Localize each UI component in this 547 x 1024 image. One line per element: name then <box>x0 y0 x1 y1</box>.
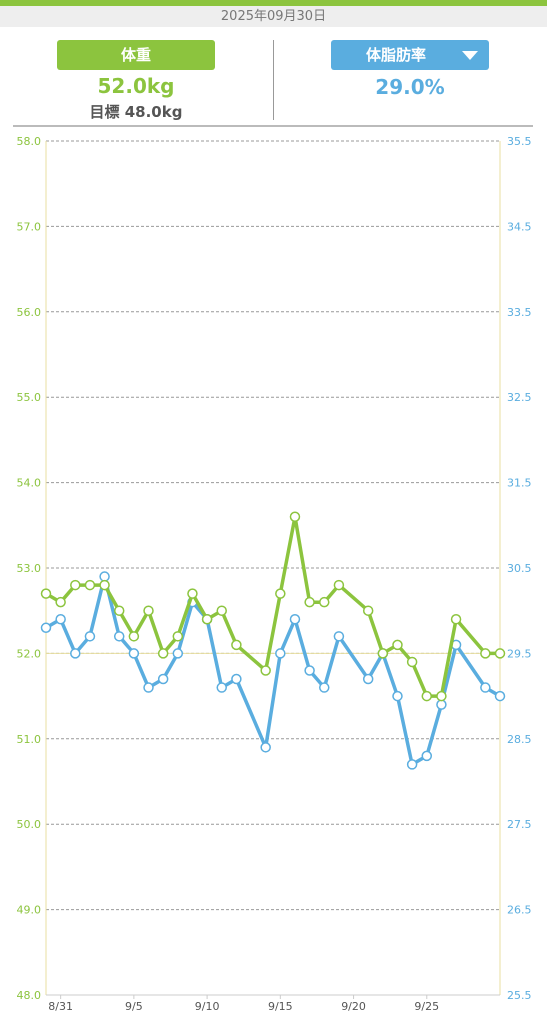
x-tick-label: 8/31 <box>48 1000 73 1013</box>
bodyfat-dropdown-label: 体脂肪率 <box>365 46 426 64</box>
weight-data-point <box>480 648 491 659</box>
weight-data-point <box>172 631 184 642</box>
bodyfat-data-point <box>99 571 110 582</box>
weight-data-point <box>392 639 403 651</box>
y-right-tick-label: 35.5 <box>507 135 532 148</box>
weight-bodyfat-line-chart: 48.0 25.5 49.0 26.5 50.0 27.5 51.0 28.5 52.0 29.5… <box>17 135 532 1013</box>
weight-data-point <box>99 579 110 591</box>
y-left-tick-label: 56.0 <box>17 306 42 319</box>
bodyfat-data-point <box>333 631 345 642</box>
bodyfat-data-point <box>319 682 330 693</box>
weight-data-point <box>362 605 374 616</box>
y-left-tick-label: 53.0 <box>17 562 42 575</box>
weight-data-point <box>319 596 330 608</box>
bodyfat-data-point <box>172 648 184 659</box>
bodyfat-data-point <box>113 631 125 642</box>
weight-data-point <box>187 588 198 599</box>
bodyfat-data-point <box>494 690 506 702</box>
bodyfat-data-point <box>40 622 52 634</box>
weight-data-point <box>450 613 462 625</box>
y-left-tick-label: 48.0 <box>17 989 42 1002</box>
top-accent-bar <box>0 0 547 6</box>
bodyfat-data-point <box>421 750 433 762</box>
bodyfat-data-point <box>436 699 447 710</box>
y-right-tick-label: 34.5 <box>507 220 532 233</box>
weight-tab-button[interactable]: 体重 <box>57 40 215 70</box>
weight-data-point <box>216 605 227 616</box>
weight-data-point <box>260 665 271 676</box>
weight-data-point <box>113 605 125 616</box>
chart-separator <box>13 125 533 127</box>
x-tick-label: 9/20 <box>341 1000 366 1013</box>
weight-data-point <box>70 579 81 591</box>
bodyfat-data-point <box>70 648 81 659</box>
bodyfat-data-point <box>304 665 315 676</box>
bodyfat-data-point <box>231 673 242 685</box>
bodyfat-data-point <box>128 648 140 659</box>
y-left-tick-label: 55.0 <box>17 391 42 404</box>
weight-data-point <box>494 648 506 659</box>
caret-down-icon <box>462 51 478 60</box>
y-right-tick-label: 32.5 <box>507 391 532 404</box>
y-left-tick-label: 54.0 <box>17 477 42 490</box>
weight-data-point <box>143 605 154 616</box>
weight-series <box>40 511 506 702</box>
weight-data-point <box>84 579 96 591</box>
y-left-tick-label: 52.0 <box>17 647 42 660</box>
y-right-tick-label: 25.5 <box>507 989 532 1002</box>
y-right-tick-label: 33.5 <box>507 306 532 319</box>
y-left-tick-label: 51.0 <box>17 733 42 746</box>
weight-data-point <box>333 579 345 591</box>
x-tick-label: 9/15 <box>268 1000 293 1013</box>
bodyfat-data-point <box>260 742 271 753</box>
bodyfat-data-point <box>406 759 418 770</box>
summary-panel: 体重 52.0kg 目標 48.0kg 体脂肪率 29.0% <box>0 27 547 127</box>
weight-data-point <box>40 588 52 599</box>
bodyfat-data-point <box>216 682 227 693</box>
y-right-tick-label: 30.5 <box>507 562 532 575</box>
weight-data-point <box>406 656 418 668</box>
bodyfat-data-point <box>289 613 301 625</box>
weight-data-point <box>157 648 169 659</box>
y-left-tick-label: 49.0 <box>17 904 42 917</box>
y-right-tick-label: 28.5 <box>507 733 532 746</box>
summary-divider <box>273 40 274 120</box>
bodyfat-data-point <box>275 648 286 659</box>
weight-data-point <box>201 613 213 625</box>
y-right-tick-label: 27.5 <box>507 818 532 831</box>
x-tick-label: 9/25 <box>414 1000 439 1013</box>
weight-data-point <box>55 596 66 608</box>
date-header: 2025年09月30日 <box>0 6 547 27</box>
weight-data-point <box>128 631 140 642</box>
weight-data-point <box>289 511 301 523</box>
bodyfat-data-point <box>55 613 66 625</box>
x-tick-label: 9/5 <box>125 1000 143 1013</box>
y-left-tick-label: 57.0 <box>17 220 42 233</box>
y-right-tick-label: 29.5 <box>507 647 532 660</box>
y-left-tick-label: 58.0 <box>17 135 42 148</box>
bodyfat-value: 29.0% <box>375 75 445 99</box>
y-right-tick-label: 26.5 <box>507 904 532 917</box>
bodyfat-data-point <box>157 673 169 685</box>
weight-data-point <box>421 690 433 702</box>
bodyfat-dropdown-button[interactable]: 体脂肪率 <box>331 40 489 70</box>
bodyfat-data-point <box>143 682 154 693</box>
weight-value: 52.0kg <box>97 74 175 98</box>
bodyfat-data-point <box>362 673 374 685</box>
weight-data-point <box>436 690 447 702</box>
weight-data-point <box>304 596 315 608</box>
weight-goal: 目標 48.0kg <box>89 103 183 121</box>
weight-series-line <box>45 515 500 698</box>
y-left-tick-label: 50.0 <box>17 818 42 831</box>
bodyfat-series <box>40 571 506 770</box>
x-tick-label: 9/10 <box>195 1000 220 1013</box>
bodyfat-data-point <box>392 690 403 702</box>
bodyfat-data-point <box>480 682 491 693</box>
weight-data-point <box>377 648 389 659</box>
weight-data-point <box>231 639 242 651</box>
bodyfat-data-point <box>84 631 96 642</box>
y-right-tick-label: 31.5 <box>507 477 532 490</box>
weight-data-point <box>275 588 286 599</box>
